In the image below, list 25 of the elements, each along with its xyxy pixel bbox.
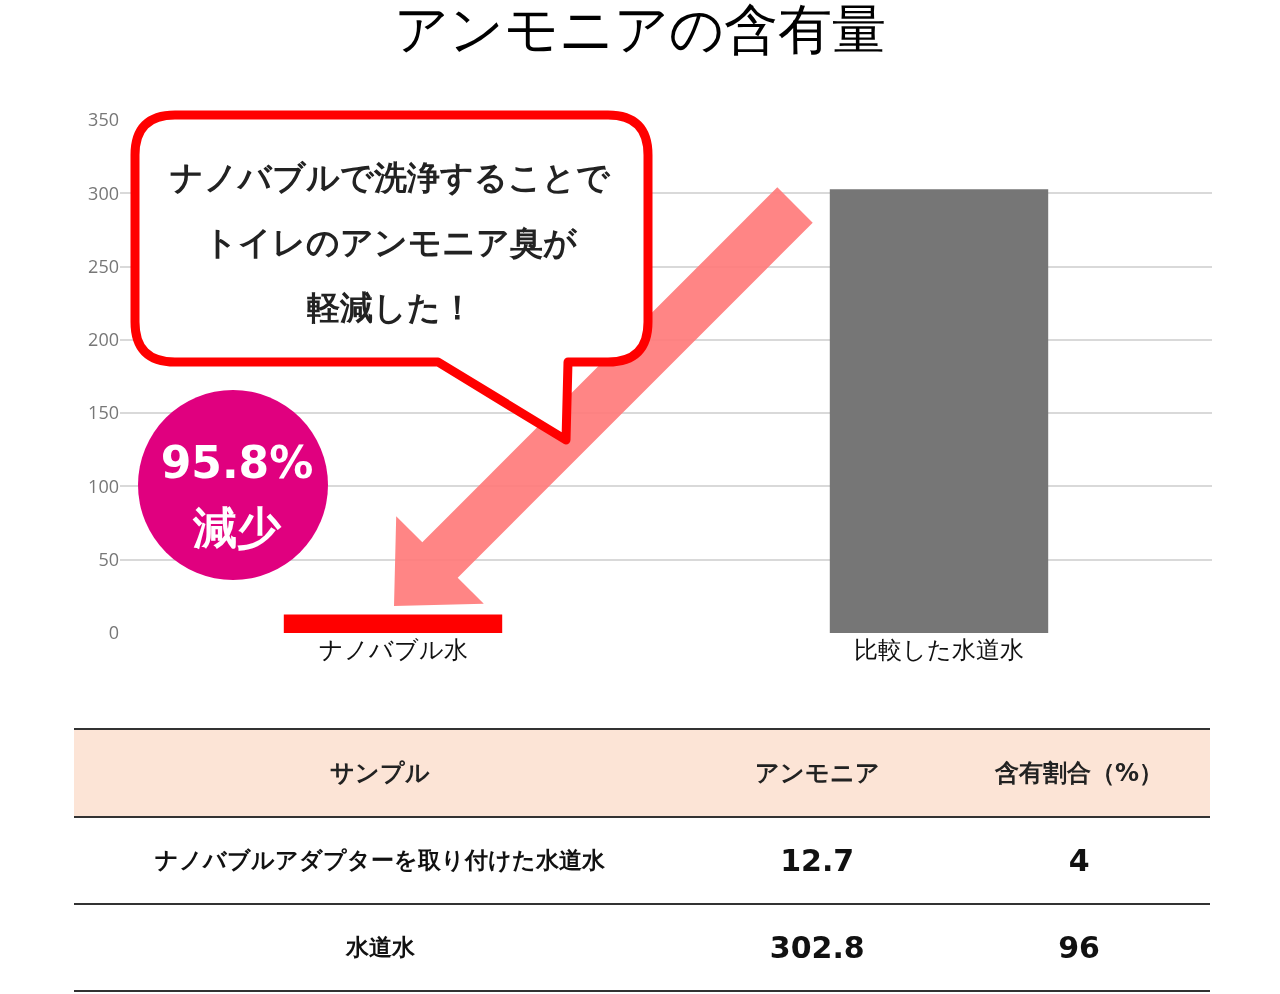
text: アンモニア [686, 729, 949, 817]
category-label: 水道水 [74, 904, 687, 991]
category-label: ナノバブルアダプターを取り付けた水道水 [74, 817, 687, 904]
y-tick-label: 150 [88, 400, 119, 425]
chart-title: アンモニアの含有量 [394, 0, 886, 61]
y-tick-label: 250 [88, 253, 119, 278]
text: サンプル [74, 729, 687, 817]
y-tick-label: 0 [108, 620, 119, 645]
annotation: トイレのアンモニア臭が [203, 222, 578, 262]
data-label: 96 [948, 904, 1210, 991]
annotation: 軽減した！ [306, 287, 474, 327]
annotation: ナノバブルで洗浄することで [170, 157, 611, 197]
x-tick-label: 比較した水道水 [854, 632, 1024, 665]
annotation: 95.8% [160, 436, 314, 488]
data-label: 4 [948, 817, 1210, 904]
y-tick-label: 100 [88, 473, 119, 498]
y-tick-label: 350 [88, 107, 119, 132]
text: 含有割合（%） [948, 729, 1210, 817]
y-tick-label: 50 [98, 547, 119, 572]
data-label: 12.7 [686, 817, 949, 904]
y-tick-label: 300 [88, 180, 119, 205]
annotation: 減少 [192, 501, 282, 553]
y-tick-label: 200 [88, 327, 119, 352]
x-tick-label: ナノバブル水 [318, 632, 468, 665]
data-label: 302.8 [686, 904, 949, 991]
